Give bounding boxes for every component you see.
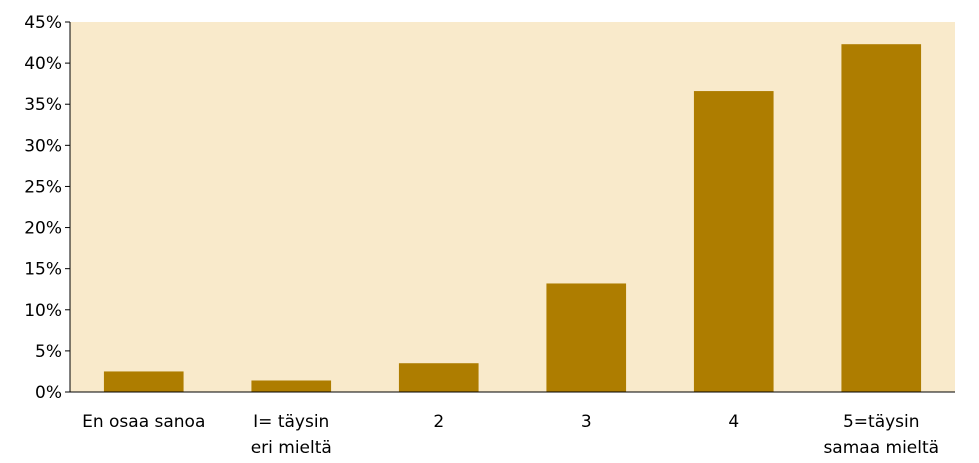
y-tick-label: 40%	[24, 54, 62, 74]
x-category-label-line: samaa mieltä	[823, 438, 939, 458]
x-category-label: 5=täysin samaa mieltä	[823, 412, 939, 458]
y-tick-label: 5%	[35, 342, 62, 362]
y-tick-label: 0%	[35, 383, 62, 403]
x-category-label-line: En osaa sanoa	[82, 412, 205, 432]
y-tick-label: 15%	[24, 260, 62, 280]
x-category-label: 4	[728, 412, 739, 432]
x-category-label-line: 4	[728, 412, 739, 432]
x-category-label: 2	[433, 412, 444, 432]
x-category-label-line: 3	[581, 412, 592, 432]
x-category-label-line: 2	[433, 412, 444, 432]
x-category-label-line: eri mieltä	[251, 438, 332, 458]
x-labels-group: En osaa sanoa I= täysin eri mieltä 2 3 4 5=täy…	[82, 412, 939, 458]
x-category-label-line: 5=täysin	[843, 412, 920, 432]
y-ticks-group: 0% 5% 10% 15% 20% 25% 30% 35% 40% 45%	[24, 13, 70, 403]
bar	[103, 371, 184, 392]
y-tick-label: 45%	[24, 13, 62, 33]
bar	[693, 91, 774, 393]
y-tick-label: 30%	[24, 136, 62, 156]
bar	[251, 380, 332, 392]
x-category-label: 3	[581, 412, 592, 432]
bars-group	[103, 44, 922, 393]
bar	[398, 363, 479, 392]
x-category-label: I= täysin eri mieltä	[251, 412, 332, 458]
y-tick-label: 25%	[24, 177, 62, 197]
y-tick-label: 10%	[24, 301, 62, 321]
bar	[841, 44, 922, 392]
x-category-label-line: I= täysin	[253, 412, 329, 432]
plot-area-background	[70, 22, 955, 392]
bar	[546, 283, 627, 392]
y-tick-label: 35%	[24, 95, 62, 115]
x-category-label: En osaa sanoa	[82, 412, 205, 432]
y-tick-label: 20%	[24, 219, 62, 239]
